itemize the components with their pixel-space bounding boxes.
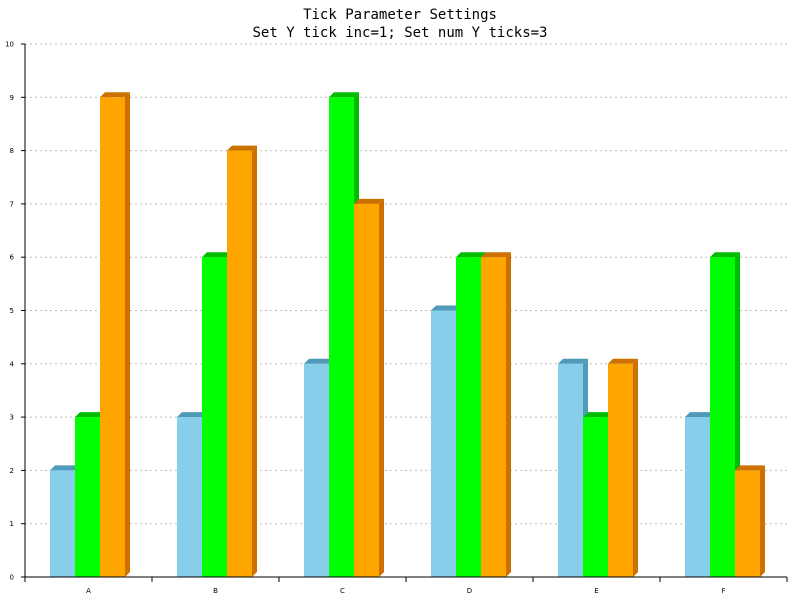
bar-B-series-3: [227, 145, 257, 577]
bar-top: [583, 412, 613, 418]
bar-front: [685, 417, 710, 577]
x-tick-label: D: [467, 587, 472, 595]
chart-title: Tick Parameter Settings: [303, 7, 497, 23]
bar-top: [735, 465, 765, 471]
bar-A-series-3: [100, 92, 130, 578]
bar-front: [456, 257, 481, 577]
bar-top: [710, 252, 740, 258]
bar-side: [379, 198, 384, 577]
bar-top: [50, 465, 80, 471]
grid-lines: [25, 43, 787, 525]
y-tick-label: 10: [5, 41, 14, 49]
y-axis-ticks: 0 1 2 3 4 5 6 7 8 9 10: [5, 41, 25, 582]
bar-side: [506, 252, 511, 577]
x-tick-label: A: [86, 587, 91, 595]
y-tick-label: 8: [10, 147, 14, 155]
bar-front: [481, 257, 506, 577]
y-tick-label: 1: [10, 520, 14, 528]
bar-top: [354, 198, 384, 204]
bar-front: [100, 97, 125, 578]
y-tick-label: 3: [10, 414, 14, 422]
bar-E-series-1: [558, 358, 588, 577]
bar-top: [177, 412, 207, 418]
bar-top: [431, 305, 461, 311]
y-tick-label: 0: [10, 574, 14, 582]
bar-front: [735, 470, 760, 577]
bar-front: [50, 470, 75, 577]
bar-side: [633, 358, 638, 577]
bar-front: [227, 150, 252, 577]
y-tick-label: 5: [10, 307, 14, 315]
bar-front: [177, 417, 202, 577]
bar-front: [75, 417, 100, 577]
bar-front: [558, 363, 583, 577]
bar-top: [202, 252, 232, 258]
bar-front: [710, 257, 735, 577]
bar-top: [456, 252, 486, 258]
y-tick-label: 9: [10, 94, 14, 102]
bar-top: [100, 92, 130, 98]
bar-side: [125, 92, 130, 578]
bar-side: [760, 465, 765, 577]
y-tick-label: 4: [10, 360, 15, 368]
bar-F-series-3: [735, 465, 765, 577]
bar-top: [329, 92, 359, 98]
bar-C-series-3: [354, 198, 384, 577]
bar-side: [252, 145, 257, 577]
bar-top: [481, 252, 511, 258]
x-tick-label: B: [213, 587, 218, 595]
bar-top: [227, 145, 257, 151]
x-axis-ticks: A B C D E F: [24, 577, 788, 595]
x-tick-label: C: [340, 587, 345, 595]
bar-D-series-3: [481, 252, 511, 577]
bar-E-series-3: [608, 358, 638, 577]
x-tick-label: E: [594, 587, 598, 595]
bar-front: [329, 97, 354, 578]
bar-front: [304, 363, 329, 577]
bar-top: [75, 412, 105, 418]
bar-top: [558, 358, 588, 364]
bar-top: [608, 358, 638, 364]
bar-top: [304, 358, 334, 364]
bar-C-series-2: [329, 92, 359, 578]
bar-front: [202, 257, 227, 577]
bar-front: [354, 203, 379, 577]
bars: [50, 92, 765, 578]
y-tick-label: 6: [10, 254, 15, 262]
y-tick-label: 7: [10, 200, 14, 208]
bar-front: [608, 363, 633, 577]
chart-subtitle: Set Y tick inc=1; Set num Y ticks=3: [252, 25, 547, 41]
y-tick-label: 2: [10, 467, 14, 475]
bar-front: [431, 310, 456, 577]
bar-front: [583, 417, 608, 577]
bar-top: [685, 412, 715, 418]
x-tick-label: F: [721, 587, 725, 595]
